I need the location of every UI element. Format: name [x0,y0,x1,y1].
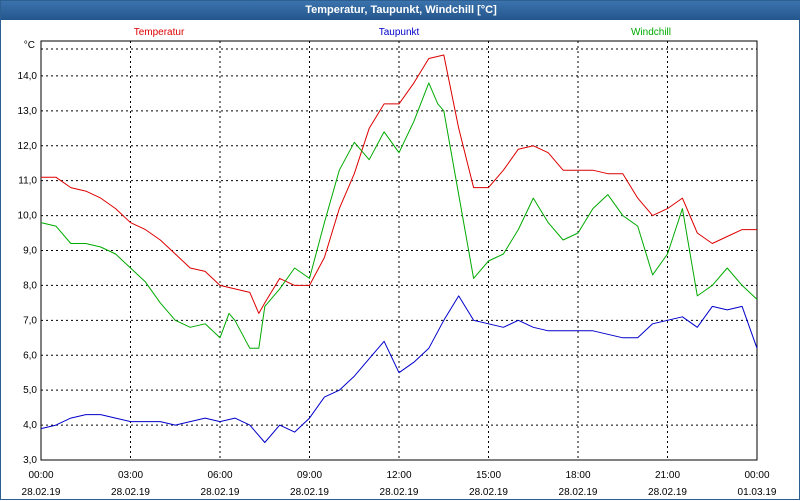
x-tick-date: 28.02.19 [201,487,240,498]
x-tick-date: 28.02.19 [111,487,150,498]
y-tick-label: 6,0 [23,350,37,361]
x-tick-time: 03:00 [118,470,143,481]
y-axis-label: °C [24,40,35,51]
y-tick-label: 9,0 [23,246,37,257]
x-tick-date: 28.02.19 [559,487,598,498]
y-tick-label: 11,0 [18,176,37,187]
series-line-taupunkt [40,295,758,443]
x-tick-date: 28.02.19 [22,487,61,498]
axes: 3,0 4,0 5,0 6,0 7,0 8,0 9,0 10,0 11,0 12,0 13,0 14,… [18,40,777,498]
x-tick-date: 28.02.19 [380,487,419,498]
grid [41,41,757,460]
y-tick-label: 13,0 [18,106,38,117]
y-tick-label: 8,0 [23,280,37,291]
legend: Temperatur Taupunkt Windchill [134,27,671,38]
x-tick-time: 00:00 [28,470,53,481]
x-tick-time: 15:00 [476,470,501,481]
y-tick-label: 7,0 [23,315,37,326]
legend-taupunkt: Taupunkt [379,27,420,38]
x-tick-date: 01.03.19 [738,487,777,498]
series-line-windchill [40,82,758,349]
plot-border [40,40,758,461]
legend-temperatur: Temperatur [134,27,185,38]
x-tick-date: 28.02.19 [290,487,329,498]
series-line-temperatur [41,54,757,314]
y-tick-label: 5,0 [23,385,37,396]
x-tick-date: 28.02.19 [469,487,508,498]
x-tick-time: 06:00 [207,470,232,481]
x-tick-time: 21:00 [655,470,680,481]
x-tick-time: 00:00 [744,470,769,481]
y-tick-label: 3,0 [23,455,37,466]
legend-windchill: Windchill [631,27,671,38]
x-tick-time: 09:00 [297,470,322,481]
series-layer [40,54,758,443]
y-tick-label: 12,0 [18,141,38,152]
window-title: Temperatur, Taupunkt, Windchill [°C] [1,1,800,20]
y-tick-label: 4,0 [23,420,37,431]
x-tick-date: 28.02.19 [648,487,687,498]
y-tick-label: 14,0 [18,71,38,82]
x-tick-time: 18:00 [565,470,590,481]
x-tick-time: 12:00 [386,470,411,481]
y-tick-label: 10,0 [18,211,38,222]
